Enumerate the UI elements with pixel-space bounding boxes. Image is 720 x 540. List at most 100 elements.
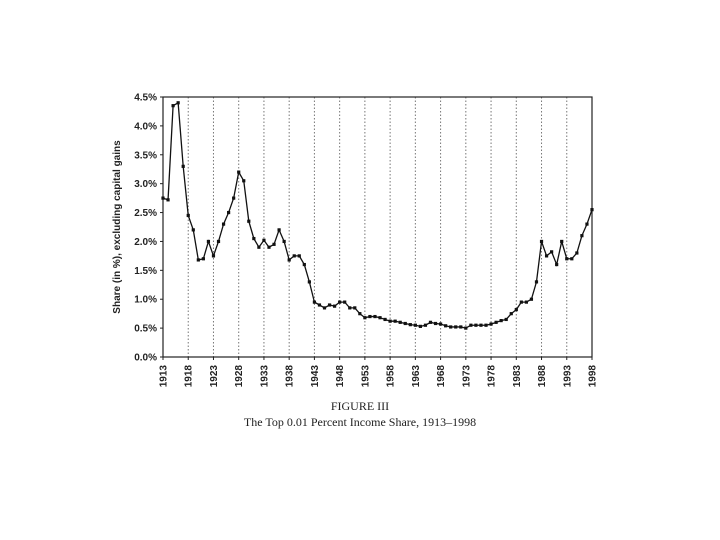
point (232, 196, 236, 200)
point (560, 239, 564, 244)
y-tick-label: 3.5% (134, 150, 157, 161)
x-tick-label: 1953 (360, 365, 371, 388)
point (363, 316, 367, 320)
point (186, 213, 190, 218)
point (317, 303, 322, 307)
point (438, 322, 443, 326)
x-tick-label: 1978 (487, 365, 498, 388)
point (343, 300, 347, 304)
point (570, 257, 574, 261)
figure-label: FIGURE III (331, 399, 389, 413)
point (292, 254, 296, 258)
point (368, 314, 372, 319)
point (489, 322, 493, 326)
point (590, 208, 594, 212)
point (454, 325, 458, 329)
point (529, 297, 534, 301)
point (494, 320, 498, 324)
point (484, 323, 488, 327)
point (565, 257, 569, 261)
point (509, 312, 513, 316)
y-tick-label: 4.0% (134, 121, 157, 132)
point (519, 300, 523, 304)
point (499, 319, 503, 323)
point (388, 319, 392, 323)
point (166, 198, 170, 202)
x-tick-label: 1918 (184, 365, 195, 388)
point (181, 164, 185, 168)
point (221, 222, 226, 226)
x-tick-label: 1973 (461, 365, 472, 388)
point (277, 228, 281, 232)
x-tick-label: 1928 (234, 365, 245, 388)
point (338, 300, 342, 304)
point (227, 210, 231, 215)
point (272, 242, 276, 246)
x-tick-label: 1938 (285, 365, 296, 388)
point (297, 254, 301, 258)
point (262, 238, 266, 242)
x-tick-label: 1948 (335, 365, 346, 388)
y-tick-label: 4.5% (134, 93, 157, 104)
point (413, 323, 417, 327)
point (196, 258, 200, 262)
point (534, 280, 539, 284)
point (327, 303, 332, 307)
y-tick-label: 3.0% (134, 179, 157, 190)
point (474, 323, 478, 327)
point (418, 324, 422, 328)
point (469, 323, 473, 327)
point (287, 258, 291, 262)
point (444, 324, 448, 328)
point (550, 250, 554, 254)
point (161, 196, 165, 200)
point (398, 320, 402, 324)
point (373, 314, 377, 319)
point (206, 239, 211, 244)
point (423, 323, 428, 327)
point (176, 101, 180, 105)
point (322, 306, 327, 310)
point (282, 239, 286, 244)
point (555, 262, 559, 267)
x-tick-label: 1913 (159, 365, 170, 388)
point (433, 321, 438, 326)
x-tick-label: 1958 (386, 365, 397, 388)
x-tick-label: 1923 (209, 365, 220, 388)
point (539, 239, 544, 244)
point (580, 234, 584, 238)
point (333, 304, 337, 308)
point (514, 308, 518, 312)
x-tick-label: 1943 (310, 365, 321, 388)
point (211, 254, 216, 258)
point (408, 323, 412, 327)
y-tick-label: 0.5% (134, 324, 157, 335)
y-tick-label: 1.0% (134, 295, 157, 306)
point (216, 239, 221, 244)
point (575, 251, 579, 255)
point (312, 300, 317, 304)
y-tick-label: 0.0% (134, 353, 157, 364)
y-tick-label: 2.0% (134, 237, 157, 248)
point (242, 179, 246, 183)
point (383, 317, 387, 322)
x-tick-label: 1988 (537, 365, 548, 388)
plot-frame (162, 96, 593, 358)
point (353, 306, 357, 310)
point (348, 306, 352, 310)
point (378, 316, 382, 320)
x-tick-label: 1963 (411, 365, 422, 388)
x-tick-label: 1993 (562, 365, 573, 388)
y-axis-label: Share (in %), excluding capital gains (112, 140, 123, 314)
point (504, 317, 508, 322)
y-tick-label: 1.5% (134, 266, 157, 277)
point (191, 228, 195, 232)
x-tick-label: 1968 (436, 365, 447, 388)
point (585, 222, 589, 226)
point (201, 257, 205, 261)
point (524, 300, 528, 304)
point (459, 325, 463, 329)
point (257, 245, 261, 249)
